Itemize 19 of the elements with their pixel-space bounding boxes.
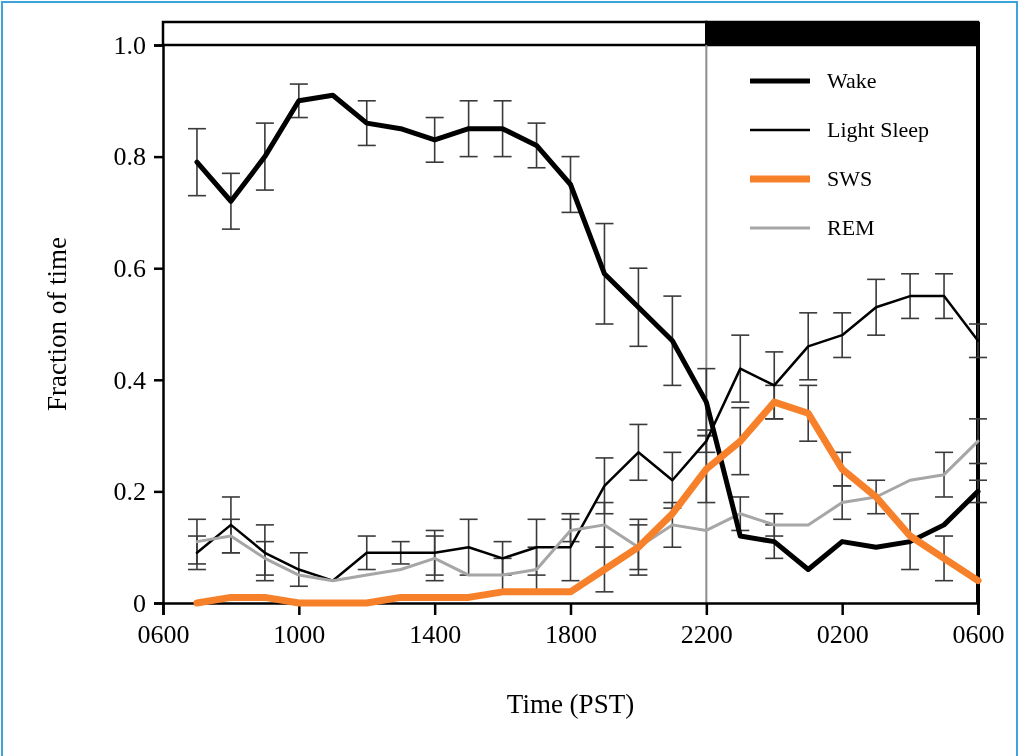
x-axis-title: Time (PST) [506,689,635,719]
legend-label: Light Sleep [827,117,930,142]
x-tick-label: 0600 [137,620,190,650]
x-tick-label: 1400 [409,620,462,650]
y-tick-label: 0 [133,588,146,618]
legend-label: SWS [827,166,873,191]
y-tick-label: 1.0 [113,30,146,60]
x-tick-label: 1800 [545,620,597,650]
y-tick-label: 0.8 [113,142,146,172]
y-tick-label: 0.2 [113,477,146,507]
legend-label: REM [827,215,875,240]
y-tick-label: 0.4 [113,365,146,395]
legend-label: Wake [827,68,877,93]
y-tick-label: 0.6 [113,254,146,284]
x-tick-label: 1000 [273,620,326,650]
x-tick-label: 2200 [680,620,733,650]
y-axis-title: Fraction of time [42,237,72,411]
x-tick-label: 0600 [952,620,1005,650]
x-tick-label: 0200 [816,620,869,650]
